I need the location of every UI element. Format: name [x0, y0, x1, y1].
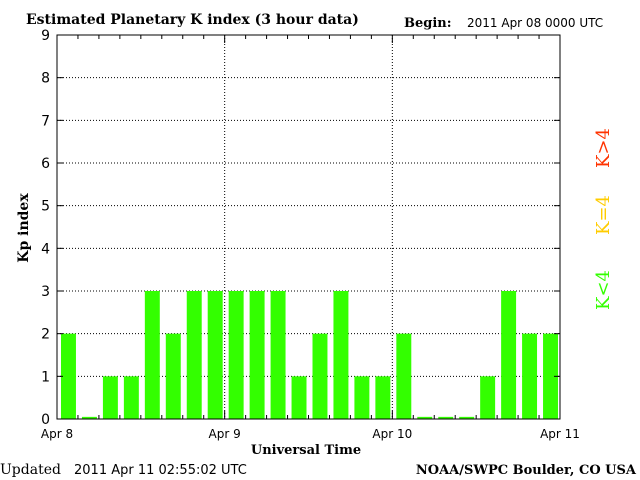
kp-bar	[249, 291, 265, 419]
kp-bar	[522, 333, 538, 419]
chart-title: Estimated Planetary K index (3 hour data…	[26, 12, 359, 28]
kp-bar	[312, 333, 328, 419]
y-tick-label: 0	[41, 412, 50, 428]
kp-bar	[228, 291, 244, 419]
y-tick-label: 3	[41, 284, 50, 300]
kp-bar	[375, 376, 391, 419]
kp-bar	[270, 291, 286, 419]
kp-bar	[144, 291, 160, 419]
y-tick-labels: 0 1 2 3 4 5 6 7 8 9	[41, 28, 50, 428]
kp-bar	[81, 416, 97, 419]
y-tick-label: 9	[41, 28, 50, 44]
kp-bar	[459, 416, 475, 419]
kp-bar	[123, 376, 139, 419]
kp-bar	[186, 291, 202, 419]
legend-item: K>4	[593, 128, 614, 168]
bars	[61, 291, 558, 419]
k-legend: K<4 K=4 K>4	[593, 128, 614, 310]
kp-bar	[480, 376, 496, 419]
y-tick-label: 6	[41, 156, 50, 172]
kp-bar	[417, 416, 433, 419]
kp-bar	[354, 376, 370, 419]
x-tick-label: Apr 9	[209, 427, 241, 441]
kp-bar	[291, 376, 307, 419]
y-axis-label: Kp index	[16, 193, 32, 263]
x-tick-labels: Apr 8 Apr 9 Apr 10 Apr 11	[41, 427, 580, 441]
y-tick-label: 1	[41, 369, 50, 385]
legend-item: K<4	[593, 270, 614, 310]
y-tick-label: 8	[41, 71, 50, 87]
updated-label: Updated	[0, 462, 61, 478]
begin-label: Begin:	[404, 16, 452, 31]
kp-bar	[333, 291, 349, 419]
x-tick-label: Apr 10	[372, 427, 412, 441]
kp-bar	[61, 333, 76, 419]
credit-text: NOAA/SWPC Boulder, CO USA	[416, 463, 637, 478]
y-tick-label: 5	[41, 199, 50, 215]
kp-bar	[543, 333, 558, 419]
x-tick-label: Apr 8	[41, 427, 73, 441]
kp-bar	[165, 333, 181, 419]
updated-value: 2011 Apr 11 02:55:02 UTC	[74, 463, 247, 478]
y-tick-label: 4	[41, 241, 50, 257]
kp-bar	[396, 333, 412, 419]
x-tick-label: Apr 11	[540, 427, 580, 441]
kp-bar	[438, 416, 454, 419]
x-axis-label: Universal Time	[251, 443, 361, 458]
begin-value: 2011 Apr 08 0000 UTC	[467, 16, 603, 30]
y-tick-label: 7	[41, 113, 50, 129]
kp-bar	[207, 291, 223, 419]
axes	[56, 34, 561, 420]
kp-bar	[501, 291, 517, 419]
legend-item: K=4	[593, 195, 614, 235]
y-tick-label: 2	[41, 327, 50, 343]
kp-bar	[102, 376, 118, 419]
gridlines	[57, 35, 560, 419]
